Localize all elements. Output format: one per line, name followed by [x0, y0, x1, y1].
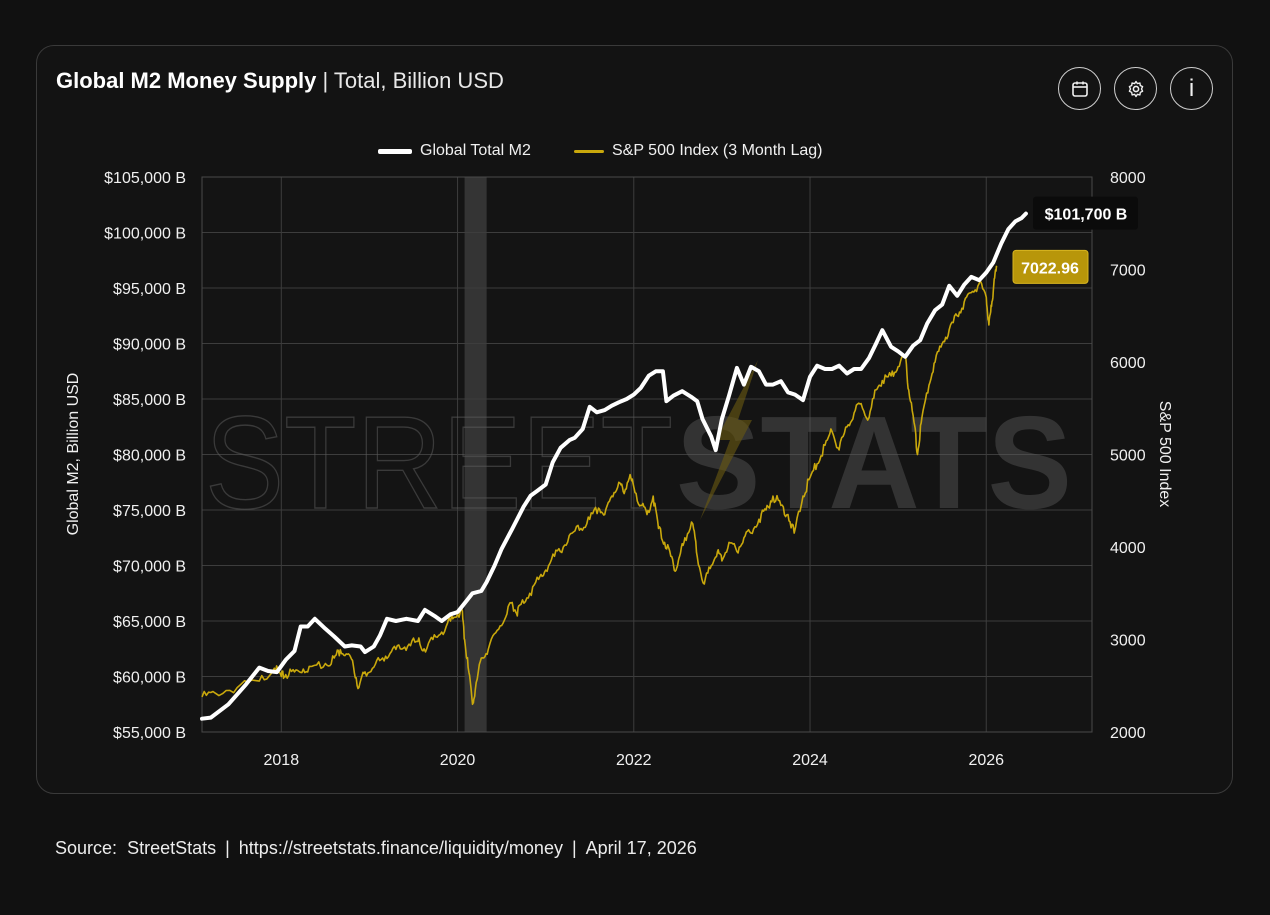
legend-label-m2: Global Total M2 [420, 142, 531, 159]
m2-last-value-label: $101,700 B [1045, 207, 1128, 224]
settings-button[interactable] [1114, 67, 1157, 110]
footer-url[interactable]: https://streetstats.finance/liquidity/mo… [238, 838, 563, 858]
spx-last-value-badge [1012, 249, 1089, 284]
y-left-tick-label: $100,000 B [104, 226, 186, 243]
plot-border [201, 176, 1093, 733]
y-left-tick-label: $70,000 B [113, 559, 186, 576]
info-button[interactable]: i [1170, 67, 1213, 110]
chart-legend: Global Total M2 S&P 500 Index (3 Month L… [0, 142, 1270, 162]
page-title: Global M2 Money Supply | Total, Billion … [56, 68, 504, 94]
y-left-tick-label: $90,000 B [113, 337, 186, 354]
spx-last-value-label: 7022.96 [1021, 260, 1079, 277]
legend-swatch-m2 [378, 148, 412, 154]
y-right-axis-title: S&P 500 Index [1156, 401, 1173, 507]
series-line-spx[interactable] [201, 265, 998, 706]
x-tick-label: 2020 [440, 752, 476, 769]
legend-swatch-spx [574, 149, 604, 153]
title-sub: Total, Billion USD [333, 68, 504, 93]
legend-label-spx: S&P 500 Index (3 Month Lag) [612, 142, 823, 159]
legend-item-spx[interactable]: S&P 500 Index (3 Month Lag) [574, 142, 823, 160]
y-right-tick-label: 5000 [1110, 448, 1146, 465]
y-right-tick-label: 7000 [1110, 263, 1146, 280]
y-left-tick-label: $75,000 B [113, 503, 186, 520]
calendar-icon [1071, 81, 1088, 97]
gear-icon [1128, 80, 1143, 97]
y-left-tick-label: $65,000 B [113, 614, 186, 631]
footer-source-name: StreetStats [127, 838, 217, 858]
y-right-tick-label: 8000 [1110, 170, 1146, 187]
y-left-axis-title: Global M2, Billion USD [65, 373, 82, 536]
watermark-bolt-icon [700, 360, 758, 520]
title-separator: | [322, 68, 329, 93]
info-icon: i [1188, 74, 1195, 102]
legend-item-m2[interactable]: Global Total M2 [378, 142, 531, 160]
m2-last-value-badge [1033, 196, 1138, 230]
y-left-tick-label: $55,000 B [113, 725, 186, 742]
y-right-tick-label: 6000 [1110, 355, 1146, 372]
footer-source: Source: StreetStats | https://streetstats.… [55, 838, 697, 858]
x-tick-label: 2024 [792, 752, 828, 769]
y-left-tick-label: $60,000 B [113, 670, 186, 687]
y-left-tick-label: $105,000 B [104, 170, 186, 187]
y-right-tick-label: 4000 [1110, 540, 1146, 557]
date-range-button[interactable] [1058, 67, 1101, 110]
y-right-tick-label: 2000 [1110, 725, 1146, 742]
series-line-m2[interactable] [200, 211, 1028, 721]
y-right-tick-label: 3000 [1110, 633, 1146, 650]
y-left-tick-label: $80,000 B [113, 448, 186, 465]
x-tick-label: 2026 [968, 752, 1004, 769]
x-tick-label: 2018 [264, 752, 300, 769]
watermark-stats: STATS [676, 389, 1072, 536]
y-left-tick-label: $95,000 B [113, 281, 186, 298]
title-main: Global M2 Money Supply [56, 68, 317, 93]
y-left-tick-label: $85,000 B [113, 392, 186, 409]
footer-date: April 17, 2026 [585, 838, 697, 858]
footer-source-label: Source: [55, 838, 118, 858]
x-tick-label: 2022 [616, 752, 652, 769]
